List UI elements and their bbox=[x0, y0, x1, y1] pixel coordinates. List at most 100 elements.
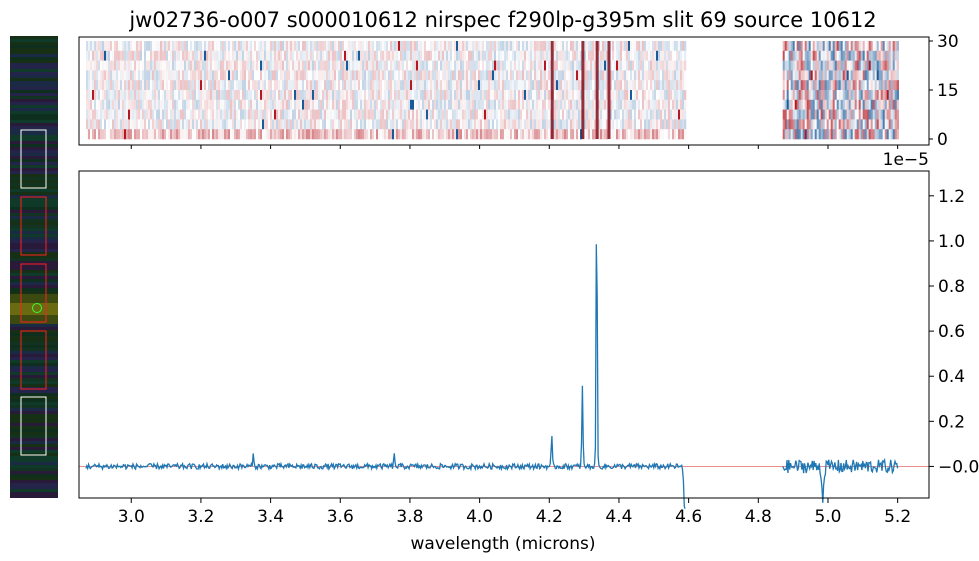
heatmap-cell bbox=[884, 70, 887, 81]
heatmap-cell bbox=[810, 70, 813, 81]
heatmap-cell bbox=[236, 41, 239, 52]
heatmap-cell bbox=[436, 119, 439, 130]
heatmap-cell bbox=[540, 70, 543, 81]
heatmap-cell bbox=[364, 90, 367, 101]
heatmap-cell bbox=[830, 70, 833, 81]
heatmap-cell bbox=[440, 129, 443, 140]
heatmap-cell bbox=[498, 99, 501, 110]
heatmap-cell bbox=[662, 50, 665, 61]
heatmap-cell bbox=[388, 109, 391, 120]
heatmap-cell bbox=[576, 109, 579, 120]
heatmap-cell bbox=[374, 70, 377, 81]
heatmap-cell bbox=[542, 129, 545, 140]
heatmap-cell bbox=[796, 129, 799, 140]
heatmap-cell bbox=[258, 60, 261, 71]
thumbnail-stripe bbox=[10, 36, 58, 39]
heatmap-cell bbox=[544, 70, 547, 81]
heatmap-cell bbox=[676, 109, 679, 120]
heatmap-cell bbox=[420, 99, 423, 110]
heatmap-cell bbox=[338, 109, 341, 120]
heatmap-cell bbox=[644, 60, 647, 71]
heatmap-cell bbox=[514, 80, 517, 91]
heatmap-cell bbox=[510, 109, 513, 120]
heatmap-cell bbox=[518, 41, 521, 52]
heatmap-cell bbox=[418, 90, 421, 101]
heatmap-cell bbox=[854, 41, 857, 52]
heatmap-cell bbox=[430, 70, 433, 81]
heatmap-cell bbox=[372, 70, 375, 81]
heatmap-cell bbox=[638, 41, 641, 52]
heatmap-cell bbox=[604, 129, 607, 140]
y-tick-label: 0.4 bbox=[938, 367, 965, 387]
heatmap-cell bbox=[454, 60, 457, 71]
heatmap-cell bbox=[110, 41, 113, 52]
heatmap-cell bbox=[792, 60, 795, 71]
heatmap-cell bbox=[346, 80, 349, 91]
heatmap-cell bbox=[192, 109, 195, 120]
heatmap-cell bbox=[400, 129, 403, 140]
heatmap-cell bbox=[664, 50, 667, 61]
heatmap-cell bbox=[536, 41, 539, 52]
heatmap-cell bbox=[610, 129, 613, 140]
heatmap-cell bbox=[366, 90, 369, 101]
heatmap-cell bbox=[272, 129, 275, 140]
heatmap-cell bbox=[822, 119, 825, 130]
heatmap-cell bbox=[384, 119, 387, 130]
heatmap-cell bbox=[880, 90, 883, 101]
y-tick-label: 1.2 bbox=[938, 187, 965, 207]
heatmap-cell bbox=[544, 119, 547, 130]
heatmap-cell bbox=[252, 90, 255, 101]
heatmap-cell bbox=[250, 90, 253, 101]
heatmap-cell bbox=[186, 60, 189, 71]
heatmap-cell bbox=[358, 80, 361, 91]
heatmap-cell bbox=[866, 129, 869, 140]
heatmap-cell bbox=[844, 90, 847, 101]
heatmap-cell bbox=[486, 41, 489, 52]
heatmap-cell bbox=[102, 50, 105, 61]
heatmap-cell bbox=[168, 129, 171, 140]
heatmap-cell bbox=[192, 70, 195, 81]
heatmap-cell bbox=[820, 129, 823, 140]
heatmap-cell bbox=[532, 80, 535, 91]
heatmap-cell bbox=[318, 41, 321, 52]
heatmap-cell bbox=[826, 70, 829, 81]
heatmap-cell bbox=[560, 129, 563, 140]
heatmap-cell bbox=[110, 99, 113, 110]
y-tick-label: 0.8 bbox=[938, 277, 965, 297]
heatmap-cell bbox=[462, 129, 465, 140]
heatmap-cell bbox=[666, 119, 669, 130]
heatmap-cell bbox=[412, 90, 415, 101]
heatmap-cell bbox=[788, 50, 791, 61]
heatmap-cell bbox=[444, 70, 447, 81]
heatmap-cell bbox=[564, 80, 567, 91]
heatmap-cell bbox=[534, 70, 537, 81]
heatmap-cell bbox=[830, 119, 833, 130]
heatmap-cell bbox=[432, 109, 435, 120]
heatmap-cell bbox=[234, 109, 237, 120]
heatmap-cell bbox=[474, 70, 477, 81]
heatmap-cell bbox=[294, 90, 297, 101]
heatmap-cell bbox=[580, 90, 583, 101]
heatmap-cell bbox=[656, 90, 659, 101]
heatmap-cell bbox=[354, 60, 357, 71]
heatmap-cell bbox=[546, 60, 549, 71]
heatmap-cell bbox=[470, 99, 473, 110]
heatmap-cell bbox=[884, 99, 887, 110]
heatmap-cell bbox=[214, 60, 217, 71]
heatmap-cell bbox=[830, 60, 833, 71]
thumbnail-stripe bbox=[10, 408, 58, 411]
heatmap-cell bbox=[488, 41, 491, 52]
heatmap-cell bbox=[816, 109, 819, 120]
heatmap-cell bbox=[854, 129, 857, 140]
heatmap-cell bbox=[618, 50, 621, 61]
heatmap-cell bbox=[330, 119, 333, 130]
thumbnail-stripe bbox=[10, 246, 58, 249]
heatmap-cell bbox=[268, 50, 271, 61]
heatmap-cell bbox=[622, 70, 625, 81]
heatmap-cell bbox=[614, 119, 617, 130]
heatmap-cell bbox=[298, 50, 301, 61]
heatmap-cell bbox=[428, 129, 431, 140]
heatmap-cell bbox=[188, 99, 191, 110]
heatmap-cell bbox=[174, 99, 177, 110]
heatmap-cell bbox=[636, 50, 639, 61]
